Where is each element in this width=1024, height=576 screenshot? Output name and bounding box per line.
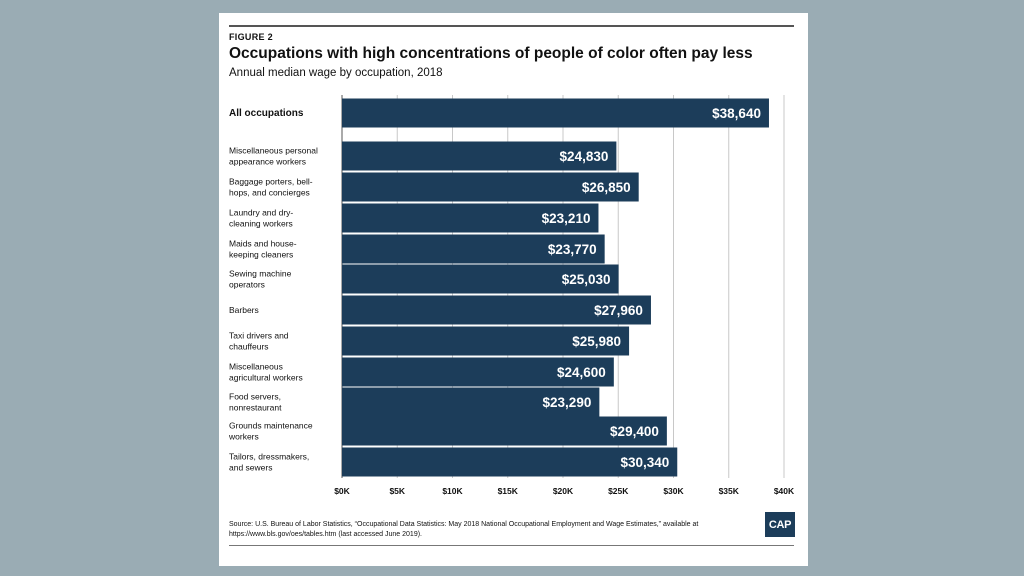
chart-title: Occupations with high concentrations of … [229,45,753,62]
category-label: Maids and house- [229,239,297,249]
bar [342,141,617,171]
bar [342,234,605,264]
category-label: All occupations [229,108,304,119]
x-tick-label: $35K [719,486,740,496]
category-label: Food servers, [229,392,281,402]
bar [342,357,614,387]
bar-value-label: $23,290 [543,395,592,410]
category-label: Miscellaneous [229,362,283,372]
bar [342,326,630,356]
bar [342,203,599,233]
bar-value-label: $30,340 [620,455,669,470]
bar-value-label: $27,960 [594,303,643,318]
figure-card: FIGURE 2 Occupations with high concentra… [219,13,808,566]
bar-value-label: $26,850 [582,180,631,195]
category-label: appearance workers [229,157,306,167]
bar-value-label: $25,980 [572,334,621,349]
category-label: Grounds maintenance [229,421,313,431]
bottom-rule [229,545,794,546]
x-tick-label: $0K [334,486,350,496]
category-label: Barbers [229,305,259,315]
x-tick-label: $20K [553,486,574,496]
bar [342,447,678,477]
chart-subtitle: Annual median wage by occupation, 2018 [229,67,443,79]
top-rule [229,25,794,27]
category-label: chauffeurs [229,342,269,352]
cap-logo: CAP [765,512,795,537]
category-label: agricultural workers [229,373,303,383]
category-label: workers [228,432,259,442]
x-tick-label: $25K [608,486,629,496]
bar-chart: $38,640 All occupations $24,830 Miscellaneo… [228,95,795,496]
bar-value-label: $29,400 [610,424,659,439]
source-note: Source: U.S. Bureau of Labor Statistics,… [229,521,699,538]
category-label: operators [229,280,265,290]
bar [342,172,639,202]
bar-value-label: $25,030 [562,272,611,287]
x-tick-label: $15K [498,486,519,496]
x-tick-label: $30K [663,486,684,496]
bar-value-label: $24,600 [557,365,606,380]
bar-value-label: $23,210 [542,211,591,226]
category-label: Miscellaneous personal [229,146,318,156]
x-tick-label: $5K [389,486,405,496]
x-tick-label: $10K [442,486,463,496]
category-label: nonrestaurant [229,403,282,413]
bar-value-label: $38,640 [712,106,761,121]
bar-value-label: $24,830 [560,149,609,164]
bar-value-label: $23,770 [548,242,597,257]
category-label: Baggage porters, bell- [229,177,313,187]
category-label: Tailors, dressmakers, [229,452,309,462]
x-tick-label: $40K [774,486,795,496]
bar [342,264,619,294]
bar [342,416,667,446]
bar [342,295,651,325]
figure-label: FIGURE 2 [229,32,273,42]
category-label: cleaning workers [229,219,293,229]
bar [342,98,769,128]
category-label: Sewing machine [229,269,292,279]
category-label: and sewers [229,463,272,473]
bar [342,387,600,417]
category-label: Taxi drivers and [229,331,289,341]
category-label: keeping cleaners [229,250,293,260]
category-label: hops, and concierges [229,188,310,198]
category-label: Laundry and dry- [229,208,293,218]
